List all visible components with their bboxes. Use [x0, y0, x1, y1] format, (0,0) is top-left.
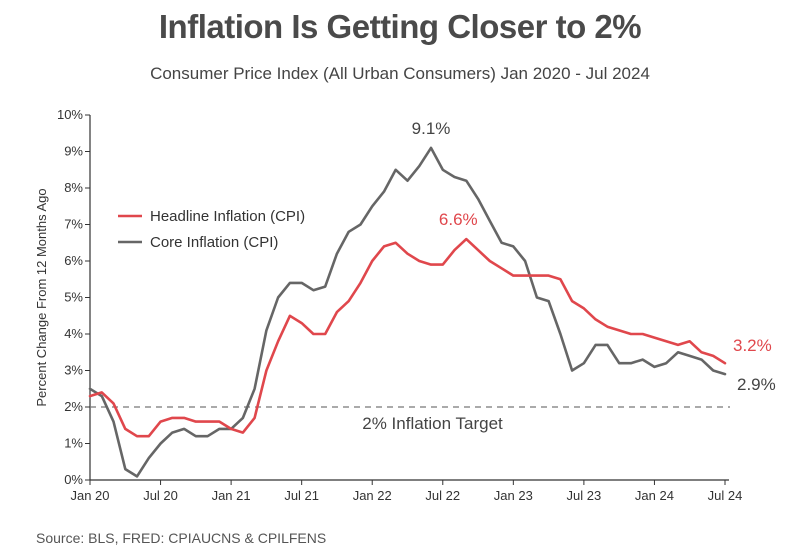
y-tick-label: 10% [57, 107, 83, 122]
x-tick-label: Jan 23 [494, 488, 533, 503]
x-tick-label: Jan 24 [635, 488, 674, 503]
chart-title: Inflation Is Getting Closer to 2% [158, 8, 642, 45]
source-note: Source: BLS, FRED: CPIAUCNS & CPILFENS [36, 530, 327, 546]
target-line-label: 2% Inflation Target [362, 414, 503, 433]
legend-label: Headline Inflation (CPI) [150, 208, 305, 225]
core-cpi-line [88, 146, 727, 478]
series-lines [88, 146, 727, 478]
chart-subtitle: Consumer Price Index (All Urban Consumer… [150, 64, 650, 83]
y-tick-label: 7% [64, 217, 83, 232]
y-tick-label: 6% [64, 253, 83, 268]
y-tick-label: 9% [64, 144, 83, 159]
legend-label: Core Inflation (CPI) [150, 234, 278, 251]
target-line-group: 2% Inflation Target [90, 406, 730, 433]
y-tick-label: 2% [64, 399, 83, 414]
x-tick-label: Jul 20 [143, 488, 178, 503]
y-tick-label: 5% [64, 290, 83, 305]
headline-cpi-line [88, 237, 727, 438]
core-end-label: 2.9% [737, 375, 776, 394]
x-tick-label: Jan 22 [353, 488, 392, 503]
y-tick-label: 1% [64, 436, 83, 451]
headline-peak-label: 6.6% [439, 210, 478, 229]
y-tick-label: 4% [64, 326, 83, 341]
x-tick-label: Jan 21 [212, 488, 251, 503]
core-peak-label: 9.1% [412, 119, 451, 138]
y-tick-label: 3% [64, 363, 83, 378]
y-tick-label: 8% [64, 180, 83, 195]
y-tick-label: 0% [64, 472, 83, 487]
headline-end-label: 3.2% [733, 336, 772, 355]
annotations: 9.1% 6.6% 3.2% 2.9% [412, 119, 776, 394]
x-tick-label: Jul 24 [708, 488, 743, 503]
x-tick-label: Jul 21 [284, 488, 319, 503]
x-tick-label: Jul 22 [425, 488, 460, 503]
y-axis-title: Percent Change From 12 Months Ago [34, 188, 49, 406]
tick-labels: 0% 1% 2% 3% 4% 5% 6% 7% 8% 9% 10% Jan 20 Jul 20 Jan 2… [34, 107, 742, 503]
legend: Headline Inflation (CPI) Core Inflation (… [118, 208, 305, 251]
x-tick-label: Jul 23 [567, 488, 602, 503]
x-tick-label: Jan 20 [70, 488, 109, 503]
